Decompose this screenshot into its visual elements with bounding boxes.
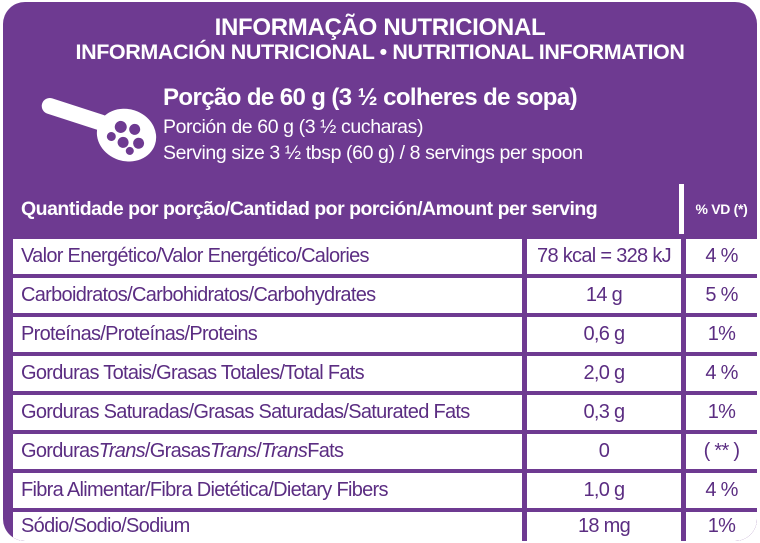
nutrient-name: Proteínas/Proteínas/Proteins [13,317,522,352]
nutrient-name: Carboidratos/Carbohidratos/Carbohydrates [13,278,522,313]
nutrient-name: Sódio/Sodio/Sodium [13,512,522,541]
table-row: Valor Energético/Valor Energético/Calori… [13,239,757,274]
serving-size-english: Serving size 3 ½ tbsp (60 g) / 8 serving… [163,142,583,164]
name-part: /Grasas [144,440,211,462]
table-row: Carboidratos/Carbohidratos/Carbohydrates… [13,278,757,313]
nutrient-name: Gorduras Saturadas/Grasas Saturadas/Satu… [13,395,522,430]
name-part: Gorduras [21,440,99,462]
nutrient-name: Valor Energético/Valor Energético/Calori… [13,239,522,274]
nutrient-amount: 78 kcal = 328 kJ [527,239,681,274]
table-row: Gorduras Saturadas/Grasas Saturadas/Satu… [13,395,757,430]
name-part-italic: Trans [98,440,146,462]
header-quantity-per-serving: Quantidade por porção/Cantidad por porci… [21,197,598,220]
title-portuguese: INFORMAÇÃO NUTRICIONAL [214,14,546,41]
nutrient-daily-value: 1% [686,395,757,430]
nutrient-daily-value: ( ** ) [686,434,757,469]
table-row: Proteínas/Proteínas/Proteins 0,6 g 1% [13,317,757,352]
nutrient-amount: 0 [527,434,681,469]
title-spanish-english: INFORMACIÓN NUTRICIONAL • NUTRITIONAL IN… [75,40,685,64]
nutrient-daily-value: 4 % [686,473,757,508]
table-row: Gorduras Totais/Grasas Totales/Total Fat… [13,356,757,391]
nutrient-name: Gorduras Trans/Grasas Trans / Trans Fats [13,434,522,469]
nutrient-daily-value: 4 % [686,239,757,274]
label-header: INFORMAÇÃO NUTRICIONAL INFORMACIÓN NUTRI… [3,2,757,186]
nutrient-amount: 0,6 g [527,317,681,352]
nutrient-daily-value: 5 % [686,278,757,313]
table-row: Sódio/Sodio/Sodium 18 mg 1% [13,512,757,541]
nutrient-amount: 14 g [527,278,681,313]
serving-size-portuguese: Porção de 60 g (3 ½ colheres de sopa) [163,84,578,111]
name-part-italic: Trans [261,440,308,462]
nutrient-daily-value: 1% [686,512,757,541]
table-header-row: Quantidade por porção/Cantidad por porci… [13,184,757,234]
name-part-italic: Trans [210,440,257,462]
nutrient-amount: 2,0 g [527,356,681,391]
spoon-icon [41,97,157,162]
column-divider [679,184,684,234]
nutrient-name: Fibra Alimentar/Fibra Dietética/Dietary … [13,473,522,508]
table-row: Gorduras Trans/Grasas Trans / Trans Fats 0… [13,434,757,469]
table-row: Fibra Alimentar/Fibra Dietética/Dietary … [13,473,757,508]
nutrition-label: INFORMAÇÃO NUTRICIONAL INFORMACIÓN NUTRI… [3,2,757,541]
nutrient-amount: 0,3 g [527,395,681,430]
nutrient-daily-value: 1% [686,317,757,352]
nutrient-name: Gorduras Totais/Grasas Totales/Total Fat… [13,356,522,391]
name-part: / [256,440,262,462]
header-daily-value: % VD (*) [695,201,748,217]
nutrition-table: Quantidade por porção/Cantidad por porci… [13,184,757,541]
nutrient-amount: 1,0 g [527,473,681,508]
nutrient-daily-value: 4 % [686,356,757,391]
serving-size-spanish: Porción de 60 g (3 ½ cucharas) [163,116,424,138]
nutrient-amount: 18 mg [527,512,681,541]
name-part: Fats [307,440,344,462]
